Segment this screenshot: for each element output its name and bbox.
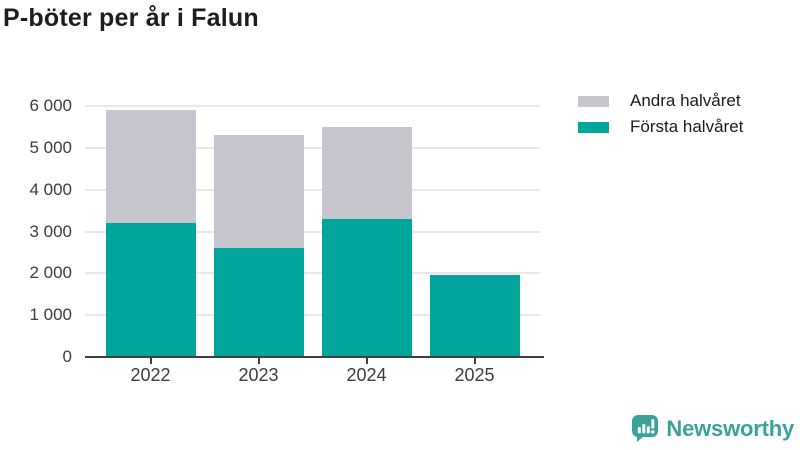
x-axis-tick-label: 2022 xyxy=(130,365,171,385)
legend-item: Andra halvåret xyxy=(578,91,743,110)
x-axis-tick-label: 2023 xyxy=(238,365,279,385)
gridline xyxy=(85,272,540,275)
gridline xyxy=(85,314,540,317)
y-axis-tick-label: 5 000 xyxy=(29,137,72,157)
x-axis-tick xyxy=(473,358,476,364)
chart-title: P-böter per år i Falun xyxy=(3,4,259,32)
legend-label: Andra halvåret xyxy=(630,91,741,110)
gridline xyxy=(85,188,540,191)
legend-label: Första halvåret xyxy=(630,117,744,136)
x-axis-tick xyxy=(149,358,152,364)
y-axis-tick-label: 6 000 xyxy=(29,96,72,115)
y-axis-tick-label: 2 000 xyxy=(29,263,72,283)
x-axis-tick-label: 2025 xyxy=(454,365,495,385)
bar-segment-andra-halv-ret-2022 xyxy=(105,110,196,224)
legend-swatch xyxy=(578,95,609,107)
newsworthy-logo[interactable]: Newsworthy xyxy=(631,414,794,443)
y-axis-tick-label: 4 000 xyxy=(29,179,72,199)
y-axis-tick-label: 1 000 xyxy=(29,305,72,325)
legend: Andra halvåret Första halvåret xyxy=(578,91,744,144)
newsworthy-bar-chart-bubble-icon xyxy=(632,415,659,442)
legend-swatch xyxy=(578,121,609,133)
bar-segment-andra-halv-ret-2023 xyxy=(213,135,304,249)
gridline xyxy=(85,146,540,149)
x-axis-tick xyxy=(365,358,368,364)
bar-segment-andra-halv-ret-2024 xyxy=(321,126,412,219)
bar-segment-f-rsta-halv-ret-2024 xyxy=(321,218,412,357)
bar-segment-f-rsta-halv-ret-2022 xyxy=(105,223,196,357)
bar-segment-f-rsta-halv-ret-2023 xyxy=(213,248,304,357)
gridline xyxy=(85,230,540,233)
y-axis-tick-label: 3 000 xyxy=(29,221,72,241)
gridline xyxy=(85,105,540,107)
bar-segment-f-rsta-halv-ret-2025 xyxy=(429,275,520,357)
legend-item: Första halvåret xyxy=(578,117,744,136)
x-axis-tick xyxy=(257,358,260,364)
newsworthy-wordmark: Newsworthy xyxy=(666,415,794,441)
x-axis-line xyxy=(85,356,544,358)
x-axis-tick-label: 2024 xyxy=(346,365,387,385)
y-axis-tick-label: 0 xyxy=(62,347,72,366)
